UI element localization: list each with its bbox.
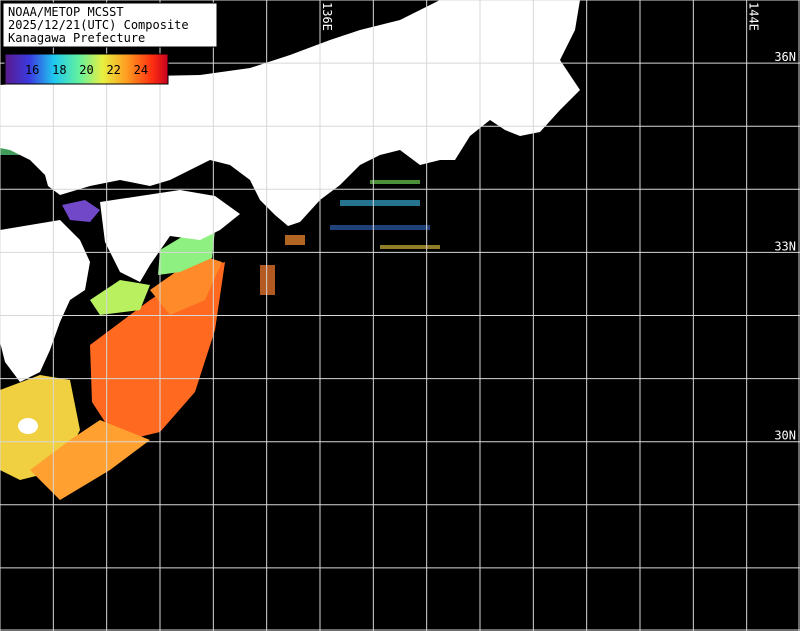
colorbar-label: 16 xyxy=(25,63,39,77)
colorbar-ramp xyxy=(4,53,169,85)
title-line: Kanagawa Prefecture xyxy=(8,31,145,45)
lon-label: 144E xyxy=(747,2,761,31)
colorbar-label: 20 xyxy=(79,63,93,77)
colorbar-label: 24 xyxy=(134,63,148,77)
land xyxy=(0,0,580,434)
lat-label: 30N xyxy=(774,429,796,443)
title-line: NOAA/METOP MCSST xyxy=(8,5,124,19)
title-panel xyxy=(2,2,218,48)
colorbar-label: 18 xyxy=(52,63,66,77)
title-box: NOAA/METOP MCSST 2025/12/21(UTC) Composi… xyxy=(2,2,218,48)
lat-label: 36N xyxy=(774,50,796,64)
lon-label: 136E xyxy=(320,2,334,31)
lat-label: 33N xyxy=(774,239,796,253)
title-line: 2025/12/21(UTC) Composite xyxy=(8,18,189,32)
colorbar-label: 22 xyxy=(106,63,120,77)
colorbar: 16 18 20 22 24 xyxy=(4,53,169,85)
